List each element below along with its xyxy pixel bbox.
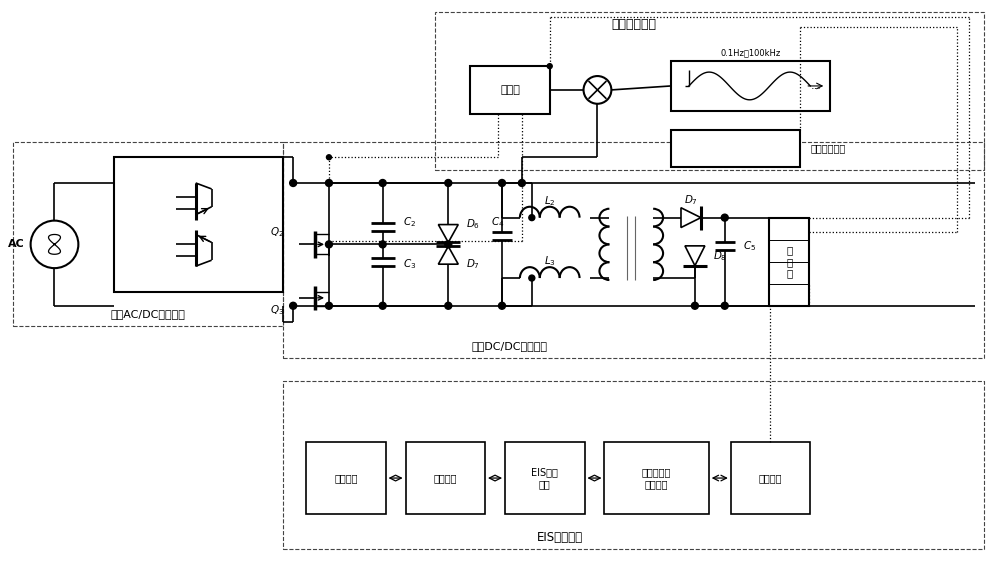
Circle shape xyxy=(691,302,698,309)
Circle shape xyxy=(445,241,452,248)
Text: EIS检测单元: EIS检测单元 xyxy=(537,531,583,544)
Text: $C_3$: $C_3$ xyxy=(403,257,416,271)
Bar xyxy=(13,142,283,325)
Circle shape xyxy=(499,302,505,309)
Text: 纹波生成单元: 纹波生成单元 xyxy=(612,18,657,31)
Text: 前级AC/DC变换单元: 前级AC/DC变换单元 xyxy=(111,309,185,319)
Bar xyxy=(470,66,550,114)
Circle shape xyxy=(290,302,297,309)
Bar xyxy=(505,442,585,514)
Circle shape xyxy=(529,275,535,281)
Text: 采样模块: 采样模块 xyxy=(759,473,782,483)
Circle shape xyxy=(499,179,505,187)
Bar xyxy=(604,442,709,514)
Circle shape xyxy=(379,302,386,309)
Text: $Q_3$: $Q_3$ xyxy=(270,303,284,316)
Circle shape xyxy=(290,179,297,187)
Text: 锂
电
池: 锂 电 池 xyxy=(786,245,793,278)
Circle shape xyxy=(529,215,535,221)
Text: 直流电压给定: 直流电压给定 xyxy=(810,143,846,153)
Circle shape xyxy=(325,302,332,309)
Circle shape xyxy=(325,179,332,187)
Circle shape xyxy=(445,179,452,187)
Text: $C_4$: $C_4$ xyxy=(491,215,505,230)
Bar xyxy=(306,442,386,514)
Circle shape xyxy=(518,179,525,187)
Circle shape xyxy=(445,302,452,309)
Text: $D_6$: $D_6$ xyxy=(466,218,480,231)
Bar xyxy=(114,157,283,292)
Bar xyxy=(406,442,485,514)
Bar xyxy=(283,142,984,358)
Circle shape xyxy=(721,302,728,309)
Polygon shape xyxy=(685,246,705,266)
Bar xyxy=(435,12,984,170)
Polygon shape xyxy=(438,246,458,264)
Polygon shape xyxy=(438,224,458,243)
Text: 后级DC/DC变换单元: 后级DC/DC变换单元 xyxy=(472,341,548,351)
Bar xyxy=(731,442,810,514)
Circle shape xyxy=(547,64,552,69)
Bar xyxy=(769,218,809,306)
Bar xyxy=(283,381,984,549)
Text: AC: AC xyxy=(8,239,25,249)
Text: $D_7$: $D_7$ xyxy=(466,257,480,271)
Text: EIS生成
模块: EIS生成 模块 xyxy=(531,467,558,489)
Text: $L_3$: $L_3$ xyxy=(544,254,556,268)
Text: ...: ... xyxy=(811,81,822,91)
Text: 0.1Hz至100kHz: 0.1Hz至100kHz xyxy=(720,49,781,58)
Bar xyxy=(671,61,830,111)
Text: 控制器: 控制器 xyxy=(500,85,520,95)
Circle shape xyxy=(326,155,331,160)
Text: 控制模块: 控制模块 xyxy=(334,473,358,483)
Text: $L_2$: $L_2$ xyxy=(544,194,556,208)
Circle shape xyxy=(379,241,386,248)
Text: $D_8$: $D_8$ xyxy=(713,249,727,263)
Bar xyxy=(671,130,800,167)
Text: 快速傅里叶
变换模块: 快速傅里叶 变换模块 xyxy=(642,467,671,489)
Circle shape xyxy=(379,179,386,187)
Circle shape xyxy=(325,241,332,248)
Text: $Q_2$: $Q_2$ xyxy=(270,226,284,239)
Polygon shape xyxy=(681,208,701,227)
Text: $C_2$: $C_2$ xyxy=(403,215,416,230)
Text: 拟合模块: 拟合模块 xyxy=(434,473,457,483)
Text: $C_5$: $C_5$ xyxy=(743,240,756,253)
Circle shape xyxy=(721,214,728,221)
Text: $D_7$: $D_7$ xyxy=(684,193,698,207)
